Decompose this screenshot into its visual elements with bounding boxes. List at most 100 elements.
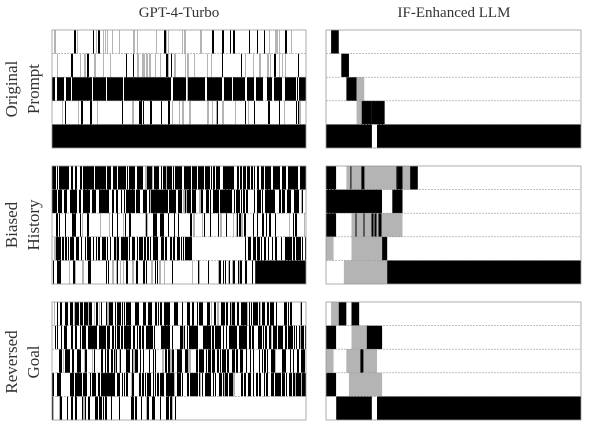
- event-tick: [54, 30, 56, 54]
- event-tick: [158, 302, 159, 326]
- event-tick: [295, 372, 296, 397]
- event-tick: [197, 302, 198, 326]
- event-tick: [259, 349, 260, 373]
- event-tick: [164, 302, 170, 326]
- event-tick: [80, 53, 81, 78]
- event-tick: [300, 325, 301, 350]
- event-tick: [226, 325, 227, 350]
- event-tick: [268, 100, 270, 125]
- event-tick: [187, 325, 188, 350]
- event-tick: [145, 166, 147, 190]
- event-tick: [93, 30, 94, 54]
- event-tick: [245, 100, 246, 125]
- event-tick: [84, 53, 86, 78]
- timeline-strip: [52, 53, 306, 78]
- event-tick: [70, 302, 73, 326]
- event-tick: [247, 166, 250, 190]
- event-tick: [57, 372, 61, 397]
- event-tick: [250, 349, 251, 373]
- event-tick: [92, 372, 96, 397]
- event-tick: [363, 213, 365, 237]
- event-tick: [272, 236, 273, 261]
- event-tick: [180, 325, 183, 350]
- event-tick: [169, 189, 176, 214]
- band-segment: [346, 166, 398, 190]
- event-tick: [185, 349, 188, 373]
- event-tick: [304, 213, 305, 237]
- band-segment: [191, 236, 243, 261]
- event-tick: [161, 236, 164, 261]
- event-tick: [171, 53, 172, 78]
- event-tick: [106, 302, 107, 326]
- event-tick: [184, 166, 191, 190]
- event-tick: [223, 260, 224, 284]
- event-tick: [90, 100, 92, 125]
- event-tick: [183, 325, 184, 350]
- band-segment: [361, 100, 372, 125]
- event-tick: [148, 302, 152, 326]
- event-tick: [109, 302, 113, 326]
- band-segment: [351, 302, 360, 326]
- event-tick: [137, 53, 139, 78]
- event-tick: [161, 325, 170, 350]
- timeline-strip: [52, 76, 306, 101]
- event-tick: [187, 189, 191, 214]
- event-tick: [193, 213, 195, 237]
- panel-frame: [51, 301, 307, 421]
- event-tick: [84, 349, 85, 373]
- event-tick: [302, 236, 303, 261]
- event-tick: [77, 349, 81, 373]
- event-tick: [136, 189, 140, 214]
- event-tick: [199, 302, 203, 326]
- event-tick: [290, 349, 291, 373]
- event-tick: [230, 302, 231, 326]
- event-tick: [367, 213, 369, 237]
- event-tick: [117, 236, 119, 261]
- event-tick: [301, 349, 305, 373]
- timeline-strip: [326, 166, 418, 190]
- event-tick: [296, 372, 301, 397]
- event-tick: [74, 30, 76, 54]
- event-tick: [92, 349, 93, 373]
- event-tick: [251, 166, 253, 190]
- event-tick: [155, 372, 156, 397]
- event-tick: [270, 53, 271, 78]
- event-tick: [262, 213, 264, 237]
- event-tick: [232, 302, 235, 326]
- event-tick: [290, 302, 292, 326]
- event-tick: [122, 302, 123, 326]
- event-tick: [168, 213, 169, 237]
- event-tick: [282, 372, 285, 397]
- event-tick: [275, 349, 276, 373]
- event-tick: [246, 189, 248, 214]
- event-tick: [101, 302, 102, 326]
- event-tick: [170, 396, 172, 420]
- event-tick: [122, 100, 123, 125]
- event-tick: [98, 372, 100, 397]
- event-tick: [109, 213, 110, 237]
- event-tick: [132, 260, 134, 284]
- event-tick: [107, 325, 110, 350]
- band-segment: [336, 396, 372, 420]
- event-tick: [149, 53, 151, 78]
- event-tick: [200, 372, 201, 397]
- event-tick: [245, 236, 246, 261]
- band-segment: [356, 77, 365, 101]
- event-tick: [153, 213, 157, 237]
- row-labels: Original Prompt Biased History Reversed …: [2, 60, 43, 393]
- event-tick: [151, 260, 153, 284]
- event-tick: [296, 236, 301, 261]
- event-tick: [253, 349, 254, 373]
- event-tick: [142, 325, 144, 350]
- event-tick: [218, 260, 219, 284]
- event-tick: [254, 189, 255, 214]
- event-tick: [166, 30, 167, 54]
- event-tick: [61, 325, 62, 350]
- event-tick: [85, 236, 86, 261]
- event-tick: [238, 260, 239, 284]
- event-tick: [81, 100, 83, 125]
- event-tick: [90, 372, 91, 397]
- event-tick: [72, 213, 76, 237]
- event-tick: [253, 302, 258, 326]
- event-tick: [275, 213, 276, 237]
